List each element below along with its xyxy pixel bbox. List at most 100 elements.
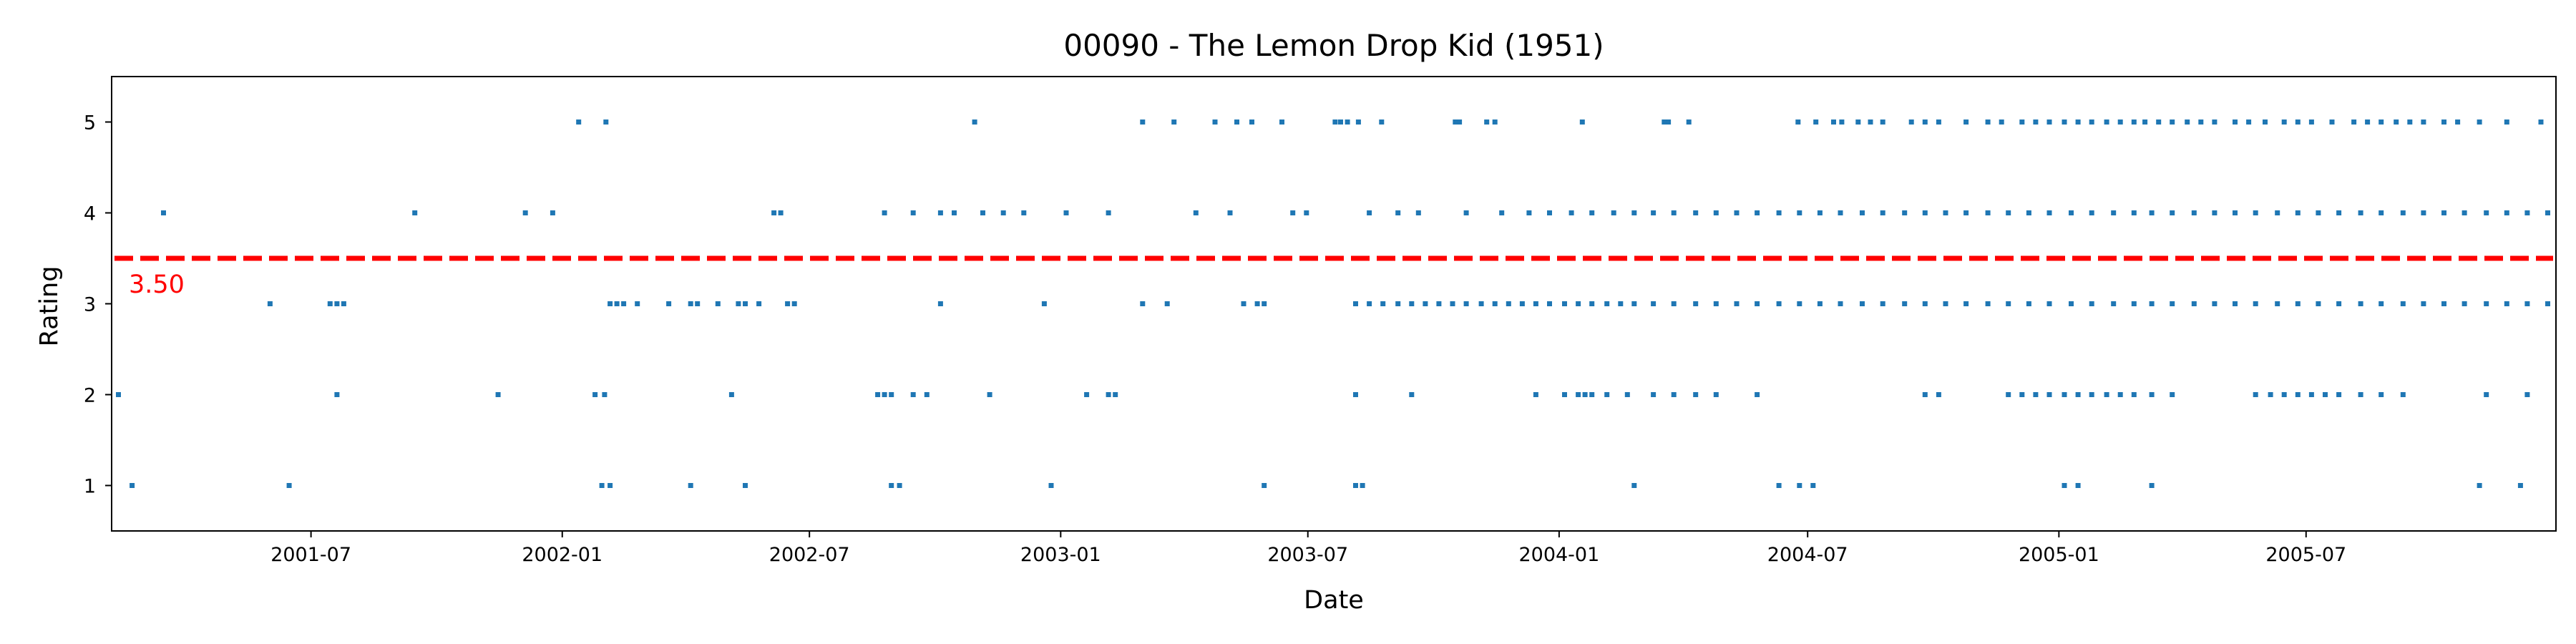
data-point <box>1624 392 1630 397</box>
data-point <box>2198 119 2204 125</box>
data-point <box>1755 301 1760 306</box>
data-point <box>2421 119 2426 125</box>
data-point <box>1963 301 1969 306</box>
data-point <box>1519 301 1525 306</box>
data-point <box>1831 119 1836 125</box>
data-point <box>2358 392 2363 397</box>
data-point <box>1547 301 1552 306</box>
data-point <box>1367 301 1372 306</box>
data-point <box>2295 119 2301 125</box>
data-point <box>910 392 916 397</box>
data-point <box>2089 210 2094 215</box>
data-point <box>2104 392 2109 397</box>
data-point <box>2484 301 2489 306</box>
data-point <box>695 301 701 306</box>
plot-frame <box>111 76 2557 532</box>
data-point <box>1963 210 1969 215</box>
data-point <box>602 392 608 397</box>
data-point <box>2308 119 2314 125</box>
data-point <box>2351 119 2357 125</box>
data-point <box>1380 301 1386 306</box>
data-point <box>1484 119 1490 125</box>
data-point <box>1671 301 1677 306</box>
y-tick-label: 5 <box>84 112 96 135</box>
data-point <box>688 301 693 306</box>
x-tick-label: 2004-01 <box>1518 544 1599 566</box>
data-point <box>592 392 598 397</box>
data-point <box>1463 210 1469 215</box>
data-point <box>1734 210 1740 215</box>
data-point <box>1797 483 1802 488</box>
data-point <box>2358 210 2363 215</box>
data-point <box>1106 392 1111 397</box>
y-axis-label: Rating <box>35 266 64 347</box>
data-point <box>2308 392 2314 397</box>
data-point <box>743 301 748 306</box>
data-point <box>2323 392 2328 397</box>
data-point <box>1713 210 1719 215</box>
data-point <box>2253 301 2258 306</box>
data-point <box>1611 210 1616 215</box>
data-point <box>1562 392 1567 397</box>
data-point <box>1171 119 1177 125</box>
data-point <box>1576 301 1581 306</box>
data-point <box>937 301 943 306</box>
data-point <box>635 301 640 306</box>
data-point <box>1810 483 1816 488</box>
data-point <box>267 301 273 306</box>
data-point <box>1506 301 1511 306</box>
data-point <box>1936 392 1941 397</box>
data-point <box>1662 119 1667 125</box>
data-point <box>1084 392 1090 397</box>
data-point <box>2006 210 2011 215</box>
data-point <box>2316 301 2321 306</box>
data-point <box>1838 301 1843 306</box>
data-point <box>2441 301 2446 306</box>
data-point <box>1492 301 1498 306</box>
data-point <box>1797 210 1802 215</box>
data-point <box>1262 301 1267 306</box>
data-point <box>1463 301 1469 306</box>
data-point <box>2075 483 2081 488</box>
data-point <box>2111 301 2117 306</box>
data-point <box>1713 301 1719 306</box>
data-point <box>2142 119 2148 125</box>
data-point <box>1568 210 1574 215</box>
data-point <box>2170 301 2175 306</box>
data-point <box>1436 301 1442 306</box>
data-point <box>1212 119 1218 125</box>
data-point <box>2295 392 2301 397</box>
x-tick-label: 2004-07 <box>1767 544 1848 566</box>
data-point <box>2191 210 2197 215</box>
data-point <box>1860 210 1865 215</box>
data-point <box>2545 210 2550 215</box>
data-point <box>1686 119 1692 125</box>
data-point <box>736 301 741 306</box>
data-point <box>1415 210 1421 215</box>
data-point <box>2379 301 2384 306</box>
data-point <box>2316 210 2321 215</box>
data-point <box>1140 301 1146 306</box>
data-point <box>2191 301 2197 306</box>
data-point <box>2117 119 2123 125</box>
data-point <box>2524 392 2530 397</box>
data-point <box>897 483 902 488</box>
data-point <box>412 210 418 215</box>
data-point <box>2504 119 2509 125</box>
data-point <box>875 392 881 397</box>
data-point <box>1582 392 1588 397</box>
data-point <box>1985 301 1991 306</box>
data-point <box>608 483 613 488</box>
data-point <box>756 301 762 306</box>
data-point <box>2104 119 2109 125</box>
data-point <box>327 301 333 306</box>
data-point <box>2462 301 2467 306</box>
data-point <box>1666 119 1672 125</box>
data-point <box>1651 392 1657 397</box>
data-point <box>1234 119 1239 125</box>
data-point <box>2336 392 2342 397</box>
data-point <box>1838 210 1843 215</box>
data-point <box>791 301 797 306</box>
data-point <box>1902 301 1908 306</box>
